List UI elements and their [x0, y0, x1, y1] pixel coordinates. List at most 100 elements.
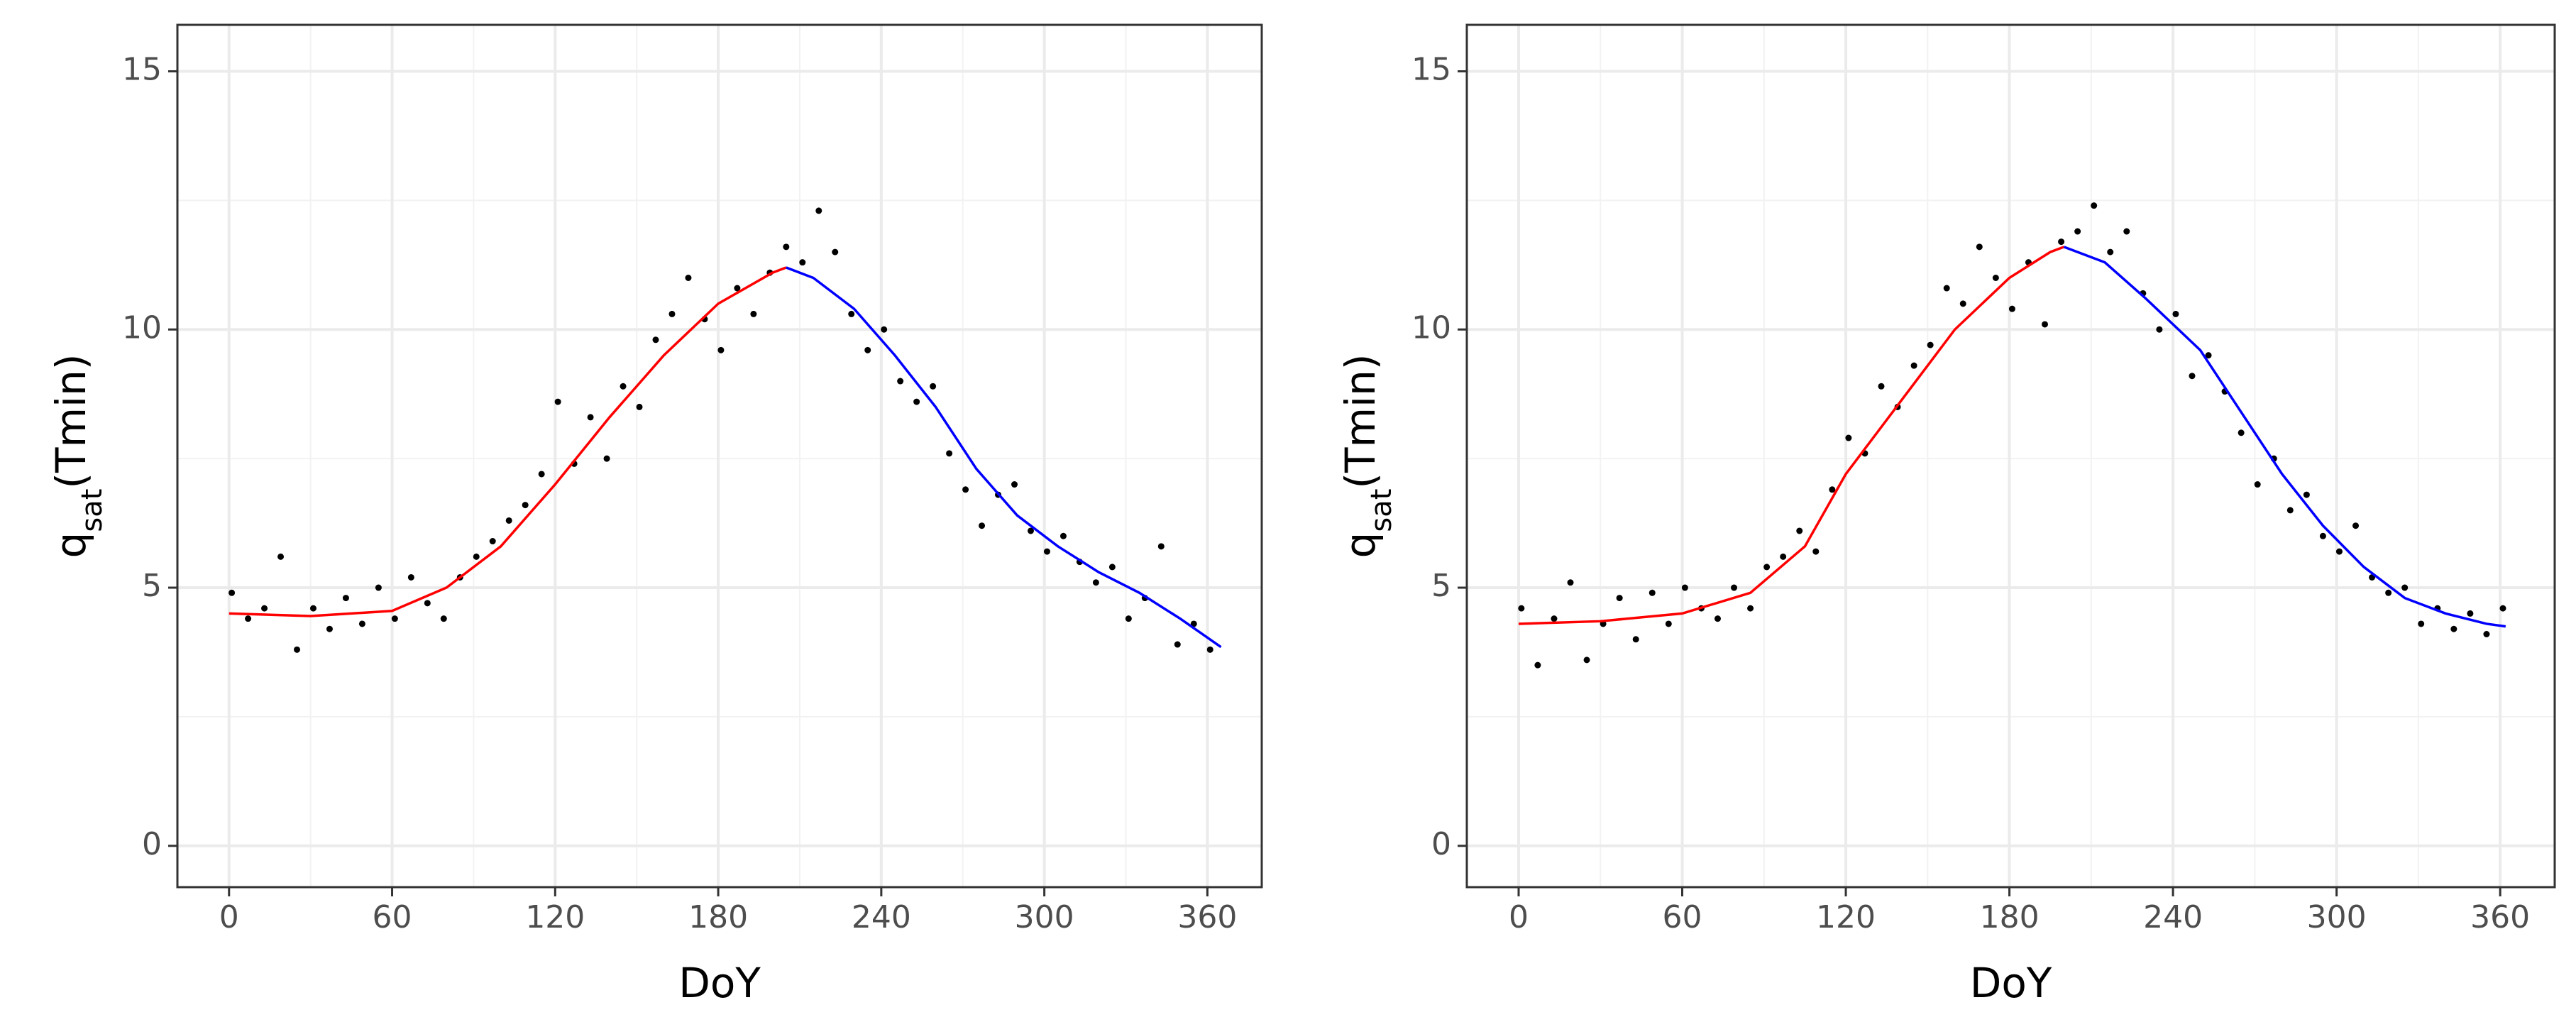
y-tick-label: 5: [142, 568, 162, 604]
point: [2172, 310, 2179, 317]
point: [636, 403, 643, 410]
point: [2319, 532, 2326, 539]
point: [2401, 584, 2409, 591]
point: [2107, 248, 2114, 256]
y-tick-label: 0: [1431, 826, 1451, 862]
fit-line: [2063, 246, 2506, 628]
point: [848, 310, 855, 317]
point: [375, 584, 382, 591]
fit-line: [786, 266, 1222, 649]
point: [2091, 202, 2098, 209]
point: [1632, 636, 1639, 643]
y-title-base: q: [1336, 532, 1385, 559]
point: [717, 346, 725, 353]
y-title-rest: (Tmin): [47, 354, 95, 489]
point: [1763, 564, 1771, 571]
point: [1910, 362, 1917, 369]
y-title-sub: sat: [76, 489, 109, 532]
x-tick-label: 300: [2307, 899, 2367, 935]
point: [358, 620, 365, 627]
point: [1551, 615, 1558, 622]
x-axis-title: DoY: [1970, 959, 2052, 1007]
point: [1059, 532, 1067, 539]
point: [815, 207, 822, 214]
x-tick-label: 360: [1177, 899, 1237, 935]
point: [2074, 228, 2081, 235]
y-tick-label: 5: [1431, 568, 1451, 604]
point: [1878, 383, 1885, 390]
panel-border: [176, 23, 1263, 889]
point: [309, 605, 317, 612]
point: [1992, 274, 1999, 281]
point: [652, 336, 659, 344]
point: [2189, 373, 2196, 380]
x-tick-label: 240: [2143, 899, 2203, 935]
point: [1616, 595, 1623, 602]
point: [489, 538, 496, 545]
y-title-base: q: [47, 532, 95, 559]
point: [1206, 646, 1213, 653]
y-tick-label: 10: [1411, 309, 1451, 346]
point: [2335, 548, 2343, 555]
point: [326, 625, 333, 632]
point: [2418, 620, 2425, 627]
point: [1780, 553, 1787, 560]
fit-line: [1518, 246, 2065, 625]
chart: 0 60 120 180 240 300 360 0 5 10 15 DoY qsat(Tmin): [47, 23, 1263, 1007]
point: [407, 573, 414, 581]
point: [1943, 285, 1950, 292]
point: [2205, 352, 2212, 359]
point: [2238, 429, 2245, 436]
point: [1157, 543, 1165, 550]
x-tick-label: 300: [1015, 899, 1074, 935]
x-tick-label: 360: [2470, 899, 2530, 935]
point: [277, 553, 285, 560]
point: [1043, 548, 1050, 555]
x-tick-label: 0: [219, 899, 239, 935]
x-axis-title: DoY: [678, 959, 761, 1007]
point: [261, 605, 268, 612]
point: [2123, 228, 2130, 235]
point: [1027, 527, 1034, 534]
point: [554, 398, 561, 405]
point: [1747, 605, 1754, 612]
point: [1845, 434, 1852, 441]
x-tick-label: 120: [1816, 899, 1876, 935]
fit-line: [229, 266, 787, 617]
point: [620, 383, 627, 390]
point: [1681, 584, 1688, 591]
y-axis-title: qsat(Tmin): [47, 354, 109, 559]
point: [2352, 522, 2360, 529]
point: [1714, 615, 1721, 622]
x-tick-label: 240: [852, 899, 911, 935]
y-tick-label: 0: [142, 826, 162, 862]
point: [391, 615, 398, 622]
point: [1648, 589, 1656, 596]
point: [1125, 615, 1132, 622]
point: [2254, 481, 2261, 488]
point: [1976, 243, 1983, 251]
point: [1011, 481, 1018, 488]
point: [2450, 625, 2457, 632]
point: [2286, 507, 2294, 514]
x-tick-label: 180: [1980, 899, 2040, 935]
point: [245, 615, 252, 622]
point: [538, 471, 545, 478]
point: [979, 522, 986, 529]
point: [2008, 305, 2015, 312]
x-tick-label: 120: [525, 899, 585, 935]
point: [1812, 548, 1820, 555]
point: [2385, 589, 2392, 596]
point: [1583, 656, 1590, 664]
point: [1108, 564, 1116, 571]
point: [685, 274, 692, 281]
point: [832, 248, 839, 256]
point: [1665, 620, 1672, 627]
point: [962, 486, 969, 493]
point: [946, 450, 953, 457]
point: [473, 553, 480, 560]
point: [1534, 661, 1541, 669]
point: [930, 383, 937, 390]
point: [2042, 321, 2049, 328]
point: [897, 378, 904, 385]
